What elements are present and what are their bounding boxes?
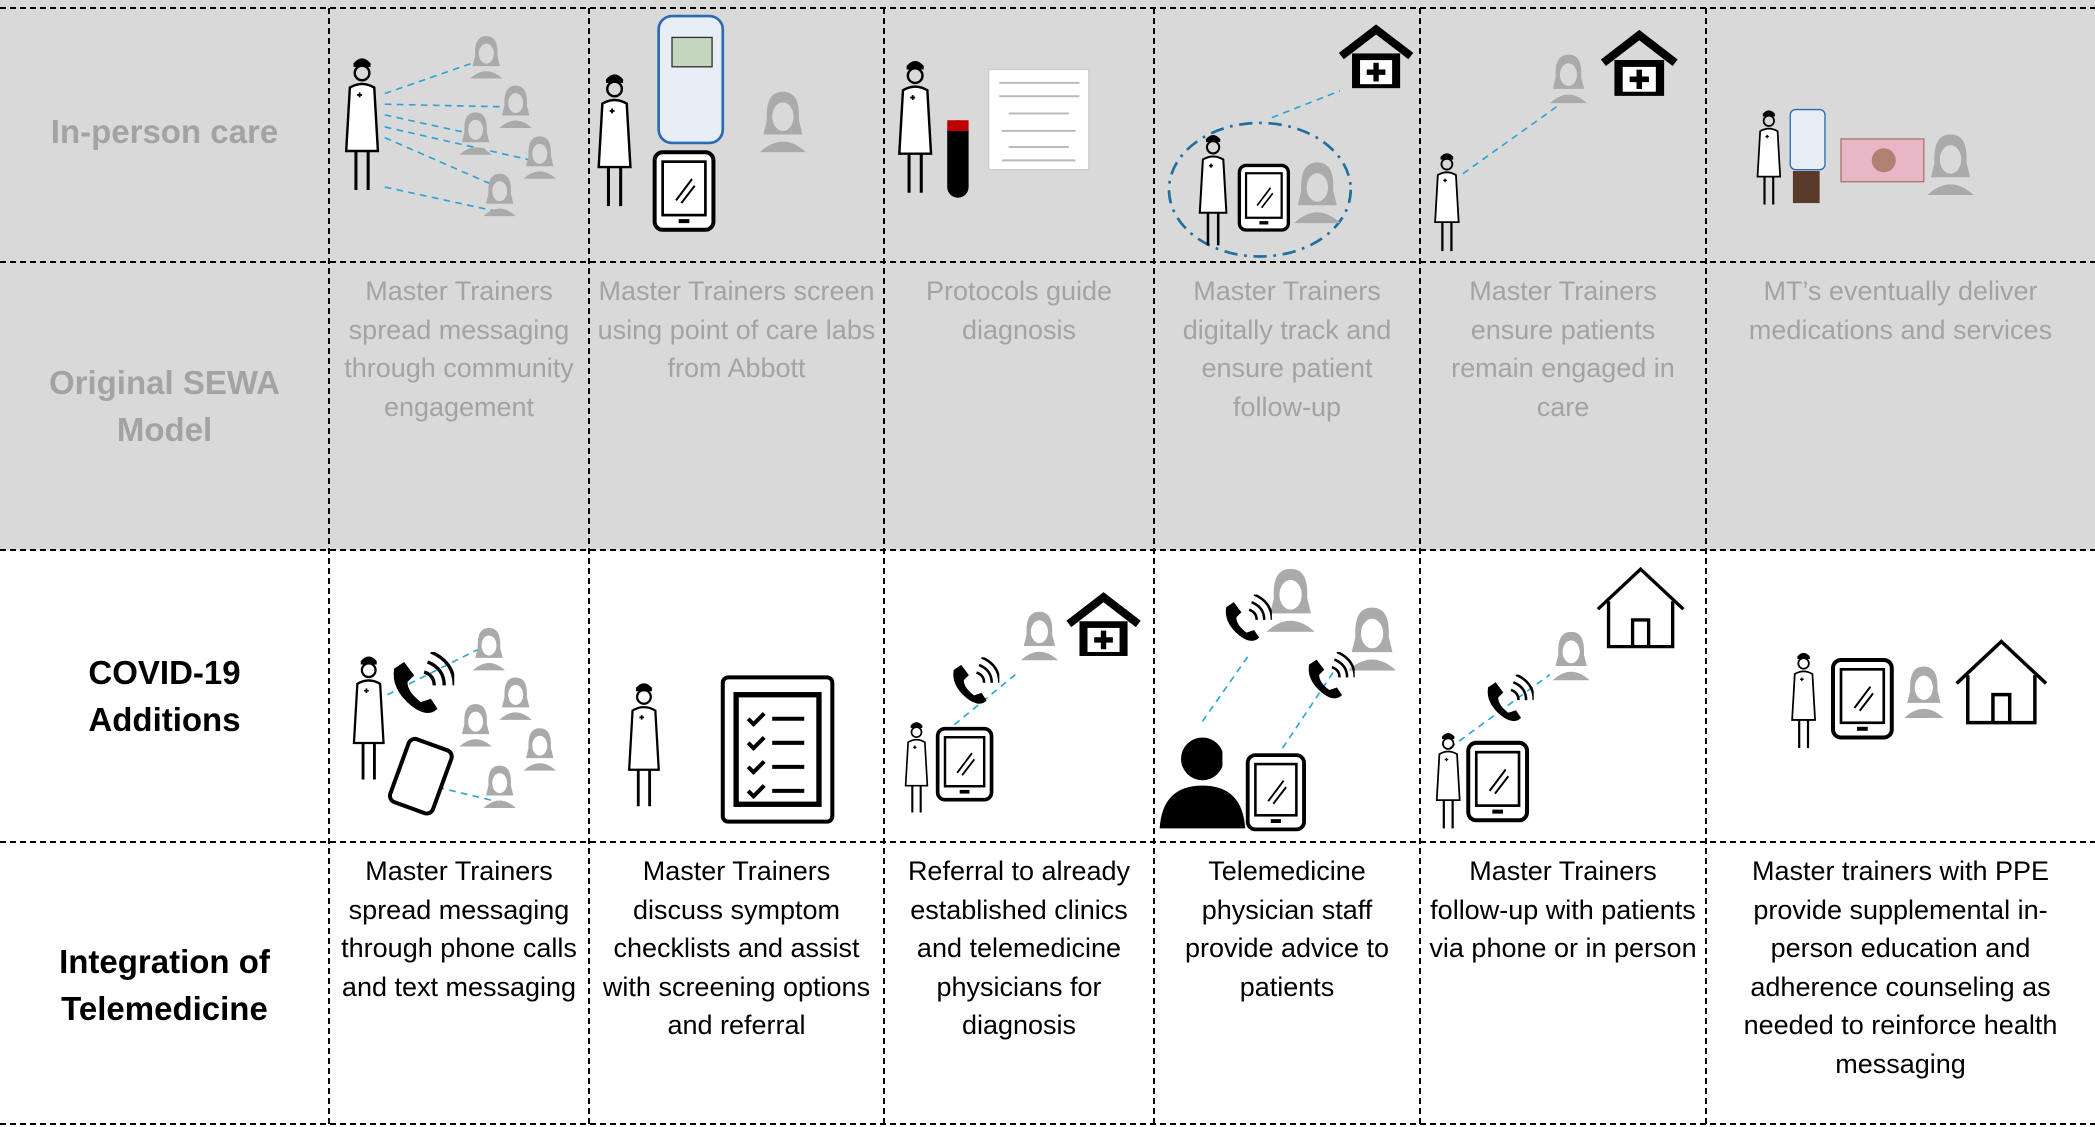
cell-text: Protocols guide diagnosis <box>925 276 1113 345</box>
row-label: In-person care <box>50 112 279 150</box>
row-label: COVID-19 Additions <box>88 654 241 738</box>
cell-text: Master Trainers digitally track and ensu… <box>1182 276 1392 422</box>
cell-text: Master Trainers spread messaging through… <box>344 276 574 422</box>
cell-text: Master Trainers follow-up with patients … <box>1429 856 1697 964</box>
cell-text: Master trainers with PPE provide supplem… <box>1743 856 2058 1079</box>
cell-text: Telemedicine physician staff provide adv… <box>1184 856 1390 1002</box>
cell-text: MT’s eventually deliver medications and … <box>1748 276 2053 345</box>
row-label: Original SEWA Model <box>48 364 281 448</box>
row-label: Integration of Telemedicine <box>59 942 270 1027</box>
icons <box>344 14 2048 832</box>
cell-text: Master Trainers screen using point of ca… <box>597 276 876 384</box>
cell-text: Master Trainers spread messaging through… <box>341 856 577 1002</box>
cell-text: Master Trainers ensure patients remain e… <box>1451 276 1675 422</box>
grid-lines <box>0 7 2095 1127</box>
cell-text: Referral to already established clinics … <box>907 856 1131 1041</box>
cell-text: Master Trainers discuss symptom checklis… <box>602 856 871 1041</box>
